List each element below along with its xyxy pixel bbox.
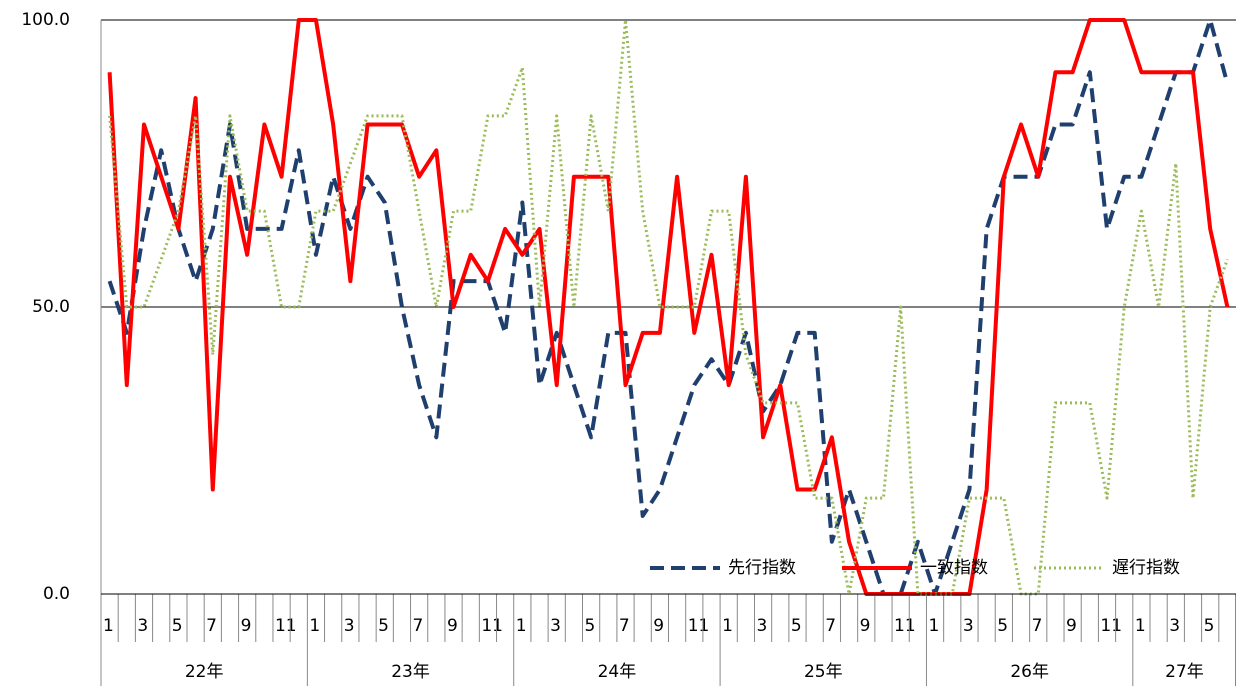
x-group-label: 24年 bbox=[598, 662, 637, 682]
series-line bbox=[108, 18, 1229, 596]
x-tick-label: 7 bbox=[413, 616, 424, 636]
x-tick-label: 1 bbox=[103, 616, 114, 636]
x-tick-label: 7 bbox=[206, 616, 217, 636]
series-line bbox=[107, 18, 1230, 596]
x-tick-label: 7 bbox=[1032, 616, 1043, 636]
x-tick-label: 3 bbox=[756, 616, 767, 636]
x-tick-label: 3 bbox=[963, 616, 974, 636]
x-tick-label: 3 bbox=[1169, 616, 1180, 636]
x-group-label: 27年 bbox=[1165, 662, 1204, 682]
x-tick-label: 11 bbox=[481, 616, 503, 636]
x-group-label: 26年 bbox=[1010, 662, 1049, 682]
x-tick-label: 1 bbox=[722, 616, 733, 636]
x-tick-label: 7 bbox=[619, 616, 630, 636]
x-tick-label: 5 bbox=[1204, 616, 1215, 636]
legend-label: 一致指数 bbox=[920, 558, 988, 578]
x-group-label: 25年 bbox=[804, 662, 843, 682]
x-tick-label: 7 bbox=[825, 616, 836, 636]
x-tick-label: 5 bbox=[378, 616, 389, 636]
x-tick-label: 1 bbox=[516, 616, 527, 636]
x-tick-label: 11 bbox=[1100, 616, 1122, 636]
x-tick-label: 1 bbox=[928, 616, 939, 636]
x-tick-label: 5 bbox=[585, 616, 596, 636]
x-tick-label: 9 bbox=[860, 616, 871, 636]
legend: 先行指数 一致指数 遅行指数 bbox=[650, 558, 1180, 578]
x-tick-label: 9 bbox=[653, 616, 664, 636]
x-tick-label: 11 bbox=[275, 616, 297, 636]
y-tick-label: 100.0 bbox=[21, 10, 70, 30]
x-tick-label: 11 bbox=[688, 616, 710, 636]
x-tick-label: 9 bbox=[447, 616, 458, 636]
x-tick-label: 5 bbox=[791, 616, 802, 636]
x-tick-label: 3 bbox=[137, 616, 148, 636]
x-tick-label: 1 bbox=[1135, 616, 1146, 636]
x-tick-label: 5 bbox=[172, 616, 183, 636]
x-group-label: 23年 bbox=[391, 662, 430, 682]
y-tick-label: 0.0 bbox=[43, 584, 70, 604]
legend-label: 遅行指数 bbox=[1112, 558, 1180, 578]
x-tick-label: 3 bbox=[344, 616, 355, 636]
x-tick-label: 9 bbox=[1066, 616, 1077, 636]
x-tick-label: 5 bbox=[997, 616, 1008, 636]
x-group-label: 22年 bbox=[185, 662, 224, 682]
legend-label: 先行指数 bbox=[728, 558, 796, 578]
x-tick-label: 9 bbox=[241, 616, 252, 636]
x-tick-label: 1 bbox=[309, 616, 320, 636]
x-tick-label: 3 bbox=[550, 616, 561, 636]
x-tick-label: 11 bbox=[894, 616, 916, 636]
y-tick-label: 50.0 bbox=[32, 297, 70, 317]
